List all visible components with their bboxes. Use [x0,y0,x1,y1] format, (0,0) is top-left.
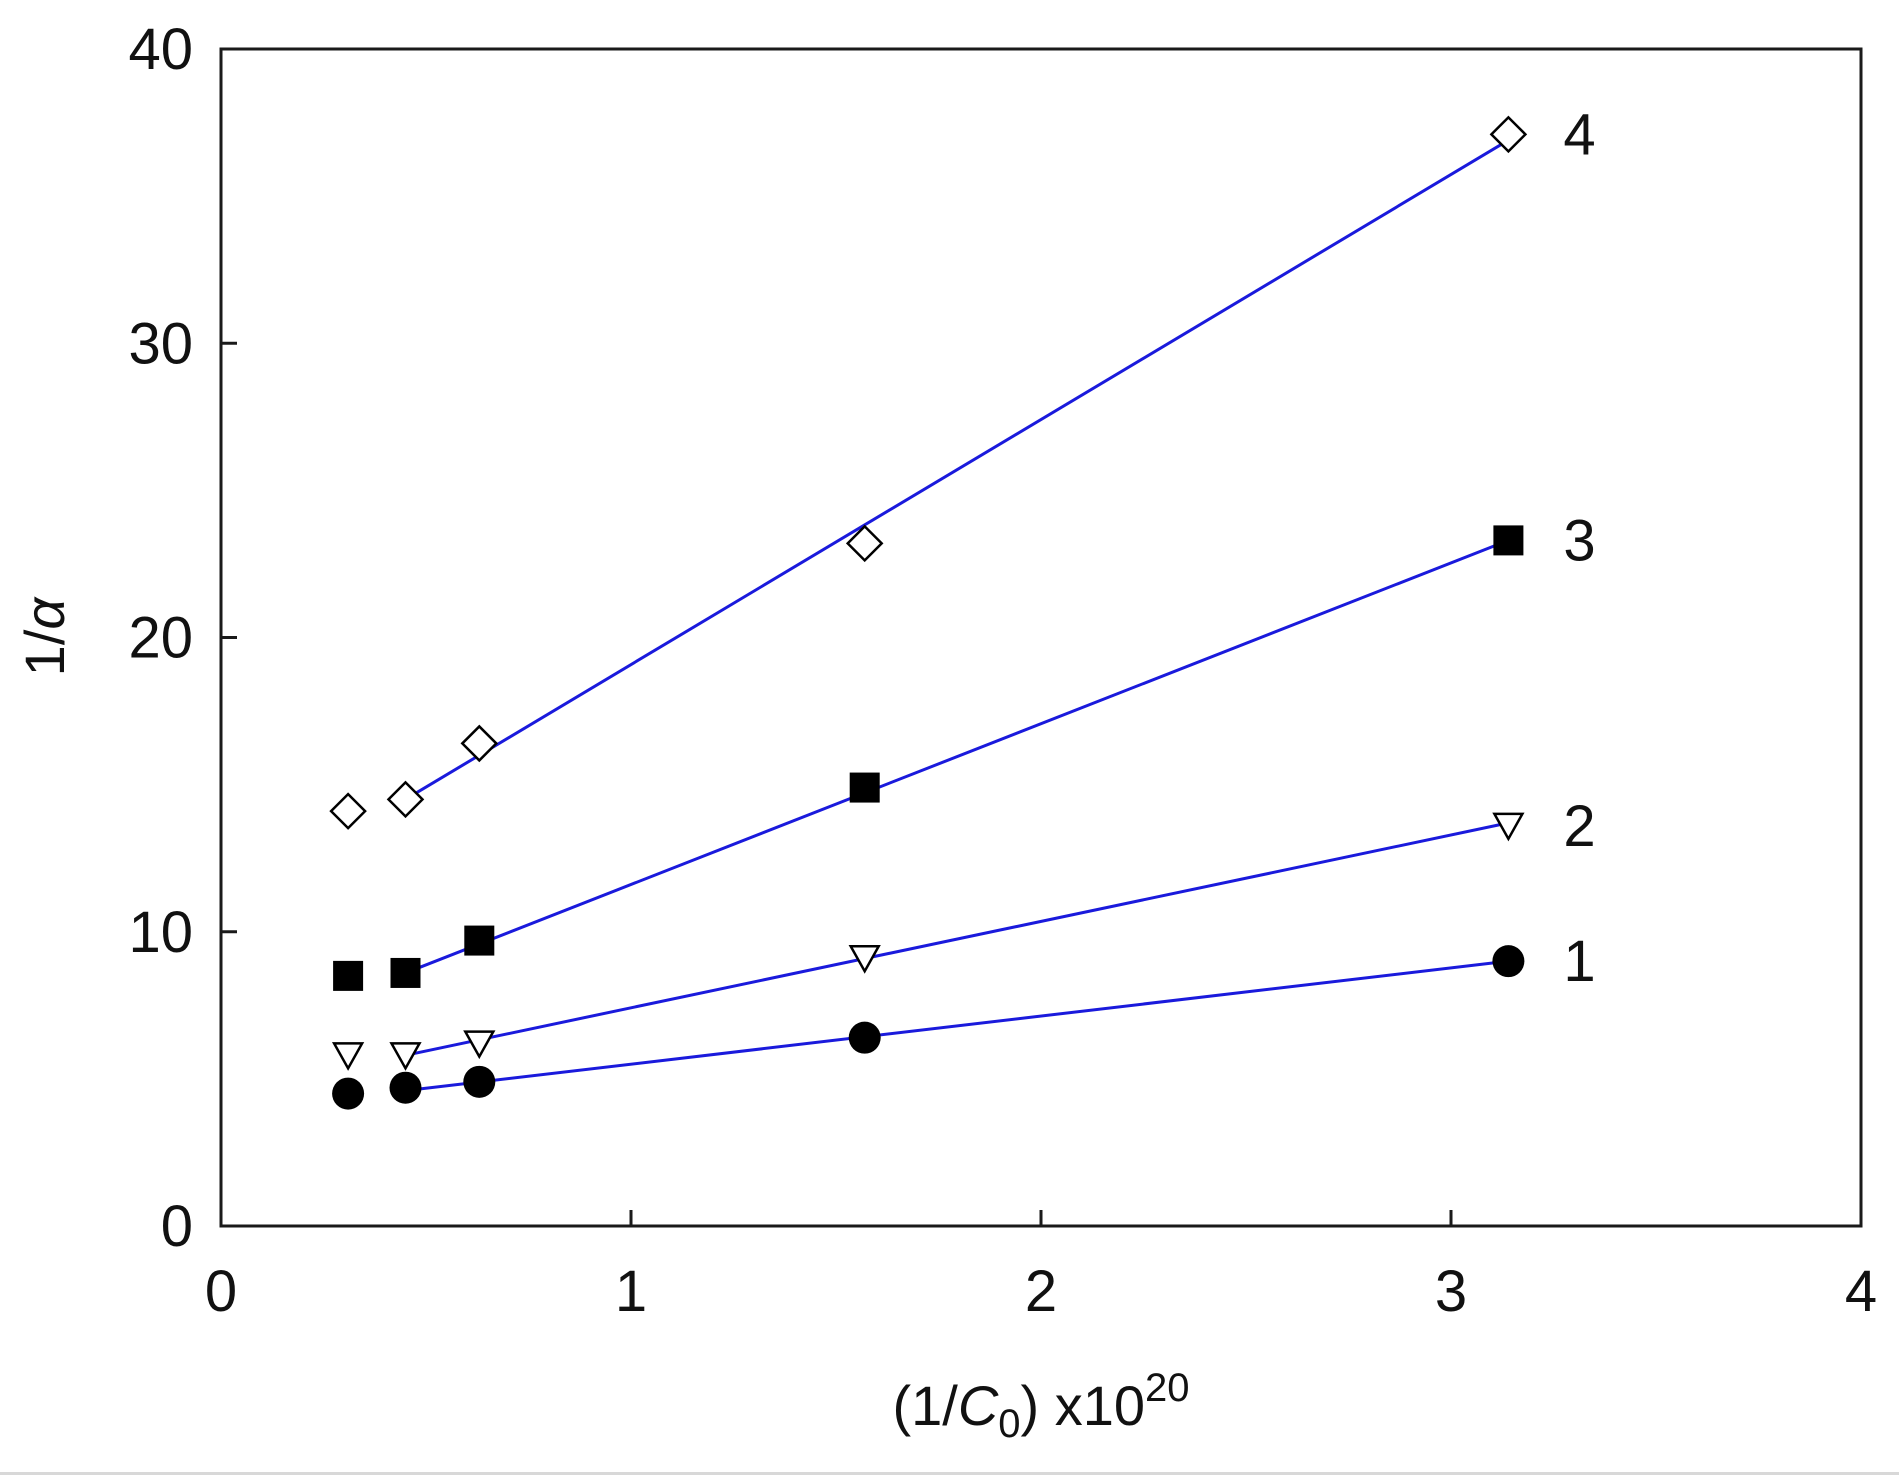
series-2-point [848,944,881,974]
series-2-label: 2 [1563,794,1595,859]
x-tick-label: 2 [1025,1259,1057,1324]
fit-lines [404,138,1510,1093]
series-1-label: 1 [1563,929,1595,994]
series-2-point [1492,812,1525,842]
series-1-point [1492,945,1525,978]
x-tick-label: 0 [205,1259,237,1324]
series-4-fit-line [404,138,1510,801]
series-4-point [329,792,367,830]
series-4-point [1489,115,1528,154]
series-1-point [848,1021,881,1054]
y-tick-label: 30 [128,311,193,376]
x-tick-label: 3 [1435,1259,1467,1324]
x-tick-label: 4 [1845,1259,1877,1324]
series-2-point [463,1030,496,1060]
series-1-point [463,1065,496,1098]
series-3-point [849,772,880,803]
series-2-point [389,1042,422,1071]
bottom-divider [0,1472,1899,1475]
series-2-fit-line [405,821,1509,1057]
series-1-fit-line [405,959,1509,1093]
series-3-fit-line [404,539,1509,975]
series-3-point [464,925,495,956]
series-3-label: 3 [1563,508,1595,573]
y-tick-label: 40 [128,17,193,82]
y-axis-title: 1/α [13,596,76,677]
series-3-point [333,960,364,991]
series-4-point [386,780,425,819]
y-tick-label: 0 [161,1194,193,1259]
series-3-point [1493,525,1524,556]
series-2-point [331,1042,365,1071]
y-tick-label: 20 [128,606,193,671]
x-axis-title: (1/C0) x1020 [892,1366,1189,1446]
axis-ticks [219,47,1863,1228]
y-tick-label: 10 [128,900,193,965]
series-3-point [390,957,421,988]
series-4-label: 4 [1563,102,1595,167]
series-1-point [389,1071,422,1104]
series-labels: 1 2 3 4 [1563,102,1595,994]
series-1-point [332,1077,365,1110]
series-4-point [845,524,884,563]
series-4-point [460,724,499,763]
plot-frame [219,47,1863,1228]
x-tick-label: 1 [615,1259,647,1324]
data-markers [329,115,1528,1110]
